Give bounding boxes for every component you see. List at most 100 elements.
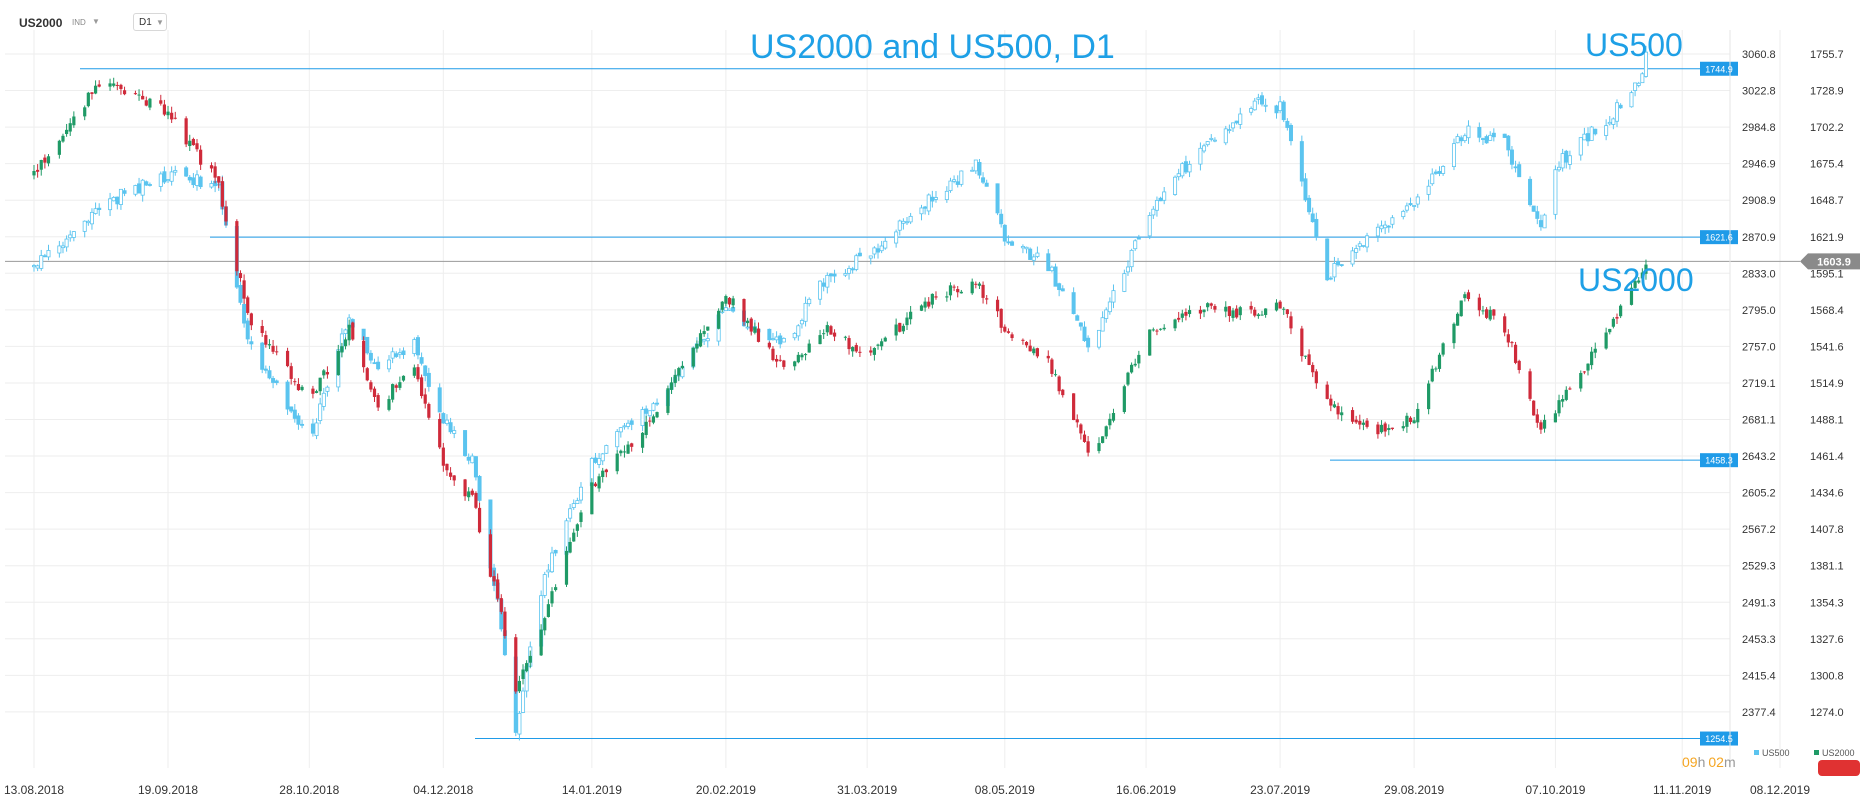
us500-candle [86, 220, 91, 224]
us2000-candle [1629, 287, 1634, 305]
x-tick-label: 31.03.2019 [837, 783, 897, 797]
us500-candle [1049, 266, 1054, 272]
us500-candle [1151, 208, 1156, 216]
us500-candle [705, 338, 710, 342]
us500-candle [1383, 224, 1388, 229]
price-axes: 3060.8 3022.8 2984.8 2946.9 2908.9 2870.9 2833… [1729, 30, 1844, 768]
us500-candle [1107, 301, 1112, 313]
symbol-label[interactable]: US2000 [19, 16, 63, 30]
legend-swatch-us2000 [1814, 750, 1819, 755]
y-tick-right: 1327.6 [1810, 634, 1844, 646]
us500-candle [578, 486, 583, 501]
y-tick-right: 1568.4 [1810, 305, 1844, 317]
y-tick-right: 1488.1 [1810, 415, 1844, 427]
us2000-candle [514, 637, 518, 692]
level-label: 1744.9 [1705, 64, 1733, 74]
us500-candle [1303, 178, 1308, 201]
us500-candle [1057, 283, 1062, 290]
us2000-candle [749, 318, 753, 332]
us500-candle [1589, 126, 1594, 141]
us2000-candle [1101, 436, 1105, 443]
us2000-candle [1329, 398, 1333, 406]
us2000-candle [1162, 327, 1166, 330]
us2000-candle [1637, 280, 1641, 283]
us500-candle [618, 427, 623, 433]
us500-candle [550, 552, 555, 573]
us2000-candle [65, 129, 69, 135]
us500-candle [1020, 246, 1025, 249]
us2000-candle [72, 116, 76, 126]
timer-minutes: 02 [1708, 754, 1724, 770]
us2000-candle [673, 374, 677, 384]
us500-candle [1433, 171, 1438, 174]
us500-candle [274, 380, 279, 384]
us2000-candle [1593, 348, 1597, 353]
us500-candle [981, 177, 986, 183]
us2000-candle [597, 476, 601, 489]
us2000-candle [880, 341, 884, 347]
us500-candle [792, 333, 797, 339]
us2000-candle [275, 351, 279, 353]
us2000-candle [1231, 310, 1235, 318]
chevron-down-icon[interactable]: ▼ [92, 17, 100, 26]
us2000-candle [1405, 415, 1409, 427]
us500-candle [1386, 225, 1391, 228]
us500-candle [111, 197, 116, 202]
us2000-candle [46, 156, 51, 164]
series-label-us500: US500 [1585, 27, 1683, 63]
y-tick-right: 1274.0 [1810, 707, 1844, 719]
us2000-candle [1111, 412, 1116, 421]
us500-candle [876, 248, 881, 253]
us500-candle [1553, 169, 1558, 215]
us2000-candle [86, 92, 90, 107]
us2000-candle [1586, 363, 1590, 371]
y-tick-left: 2415.4 [1742, 670, 1776, 682]
us2000-candle [369, 382, 373, 390]
us500-candle [546, 569, 551, 573]
us2000-candle [666, 388, 670, 413]
us500-candle [1281, 101, 1286, 121]
legend-label-us2000: US2000 [1822, 748, 1855, 758]
y-tick-right: 1702.2 [1810, 122, 1844, 134]
us2000-candle [1466, 292, 1471, 300]
timeframe-select[interactable]: D1 ▼ [133, 13, 167, 31]
us500-candle [372, 362, 377, 365]
us500-candle [1455, 136, 1460, 144]
legend-active-indicator[interactable] [1818, 760, 1860, 776]
us500-candle [166, 179, 171, 182]
us500-candle [1567, 155, 1572, 165]
us2000-candle [970, 281, 974, 294]
us500-candle [426, 372, 431, 387]
us500-candle [600, 453, 605, 462]
us2000-candle [1568, 388, 1572, 390]
us2000-candle [974, 283, 978, 285]
us2000-candle [351, 322, 355, 340]
us2000-candle [1361, 422, 1366, 425]
us2000-candle [546, 604, 550, 618]
us2000-candle [1354, 419, 1358, 423]
us2000-candle [1264, 308, 1268, 315]
us500-candle [807, 298, 812, 305]
us2000-candle [554, 587, 558, 591]
us2000-candle [499, 598, 503, 612]
us2000-candle [1010, 334, 1014, 339]
us500-candle [1234, 120, 1239, 124]
us2000-candle [1387, 427, 1391, 430]
us2000-candle [137, 94, 141, 96]
us500-candle [1408, 203, 1413, 206]
us500-candle [1477, 127, 1482, 138]
us2000-candle [170, 112, 174, 120]
us500-candle [1578, 137, 1583, 156]
us500-candle [1643, 51, 1648, 77]
us500-candle [296, 415, 301, 425]
us2000-candle [724, 296, 728, 304]
us500-candle [1535, 211, 1540, 219]
us500-candle [1604, 125, 1609, 136]
us500-candle [1111, 290, 1116, 303]
us500-candle [32, 265, 37, 268]
us2000-candle [1383, 423, 1387, 432]
x-tick-label: 13.08.2018 [4, 783, 64, 797]
us500-candle [437, 387, 442, 413]
us2000-candle [1590, 351, 1594, 366]
